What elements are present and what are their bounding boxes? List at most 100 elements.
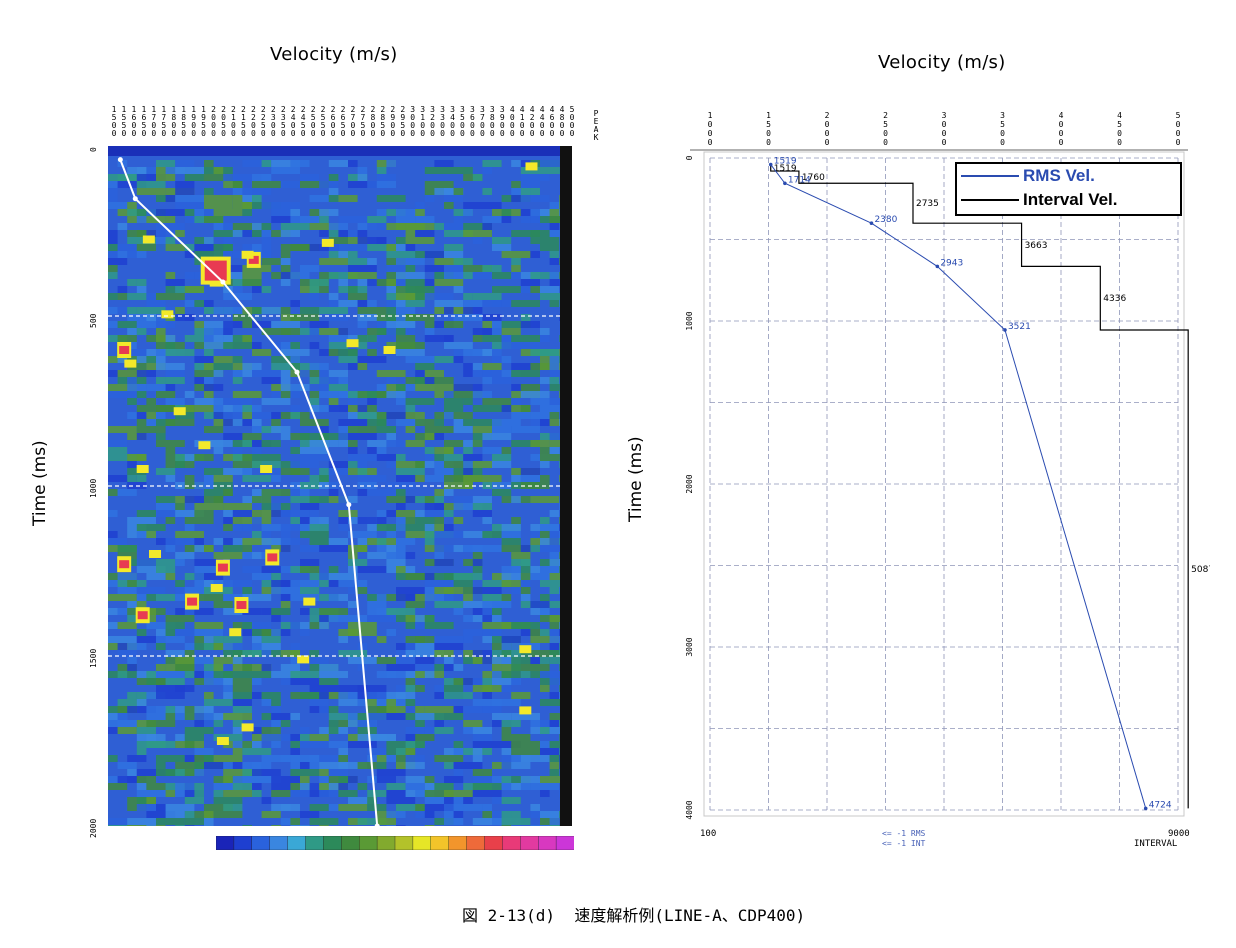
semblance-cell — [175, 825, 195, 826]
semblance-cell — [319, 181, 339, 188]
semblance-cell — [434, 356, 454, 363]
semblance-cell — [463, 265, 492, 272]
semblance-cell — [242, 370, 252, 377]
left-y-tick-label: 1500 — [89, 648, 98, 668]
semblance-cell — [511, 692, 531, 699]
semblance-cell — [165, 272, 176, 279]
semblance-cell — [415, 419, 435, 426]
semblance-cell — [223, 433, 243, 440]
semblance-cell — [328, 615, 348, 622]
semblance-cell — [328, 272, 358, 279]
semblance-cell — [396, 216, 416, 223]
semblance-cell — [549, 251, 560, 258]
semblance-cell — [396, 454, 406, 461]
semblance-cell — [204, 545, 214, 552]
semblance-cell — [204, 342, 233, 349]
semblance-cell — [549, 279, 560, 286]
semblance-cell — [300, 622, 310, 629]
semblance-cell — [444, 447, 454, 454]
semblance-cell — [213, 307, 224, 314]
semblance-cell — [405, 783, 425, 790]
semblance-cell — [232, 447, 243, 454]
semblance-cell — [405, 678, 416, 685]
semblance-cell — [444, 195, 464, 202]
semblance-cell — [511, 258, 521, 265]
semblance-cell — [520, 468, 540, 475]
semblance-cell — [165, 573, 176, 580]
semblance-cell — [156, 762, 166, 769]
semblance-cell — [146, 797, 156, 804]
semblance-cell — [280, 531, 291, 538]
semblance-cell — [175, 608, 195, 615]
semblance-cell — [492, 657, 521, 664]
semblance-cell — [136, 391, 147, 398]
semblance-cell — [136, 279, 147, 286]
semblance-cell — [434, 664, 444, 671]
semblance-cell — [386, 412, 416, 419]
semblance-cell — [453, 545, 464, 552]
semblance-cell — [328, 188, 339, 195]
semblance-cell — [338, 580, 368, 587]
semblance-cell — [520, 384, 540, 391]
semblance-cell — [232, 377, 243, 384]
semblance-cell — [108, 356, 128, 363]
semblance-cell — [444, 657, 454, 664]
right-top-tick-label: 0 — [825, 129, 830, 138]
semblance-cell — [223, 538, 243, 545]
semblance-cell — [501, 524, 521, 531]
right-y-tick-label: 1000 — [685, 311, 694, 330]
semblance-hotspot — [241, 723, 254, 732]
semblance-cell — [280, 664, 300, 671]
semblance-cell — [444, 251, 464, 258]
semblance-cell — [415, 615, 425, 622]
semblance-cell — [300, 762, 310, 769]
semblance-cell — [501, 538, 521, 545]
semblance-cell — [136, 419, 147, 426]
semblance-cell — [396, 209, 425, 216]
semblance-cell — [328, 384, 348, 391]
semblance-cell — [405, 244, 416, 251]
semblance-cell — [242, 594, 272, 601]
semblance-cell — [482, 398, 512, 405]
semblance-cell — [453, 762, 483, 769]
semblance-hotspot — [321, 238, 334, 247]
semblance-cell — [280, 349, 310, 356]
semblance-cell — [319, 433, 348, 440]
semblance-cell — [367, 713, 396, 720]
semblance-cell — [184, 769, 204, 776]
semblance-cell — [223, 174, 252, 181]
semblance-cell — [386, 825, 396, 826]
semblance-cell — [396, 300, 406, 307]
rms-velocity-label: 2380 — [874, 215, 897, 225]
semblance-cell — [117, 573, 137, 580]
semblance-cell — [530, 286, 540, 293]
semblance-cell — [184, 783, 195, 790]
semblance-cell — [184, 671, 195, 678]
semblance-cell — [434, 433, 444, 440]
semblance-cell — [396, 587, 425, 594]
semblance-cell — [108, 825, 137, 826]
semblance-cell — [194, 748, 214, 755]
semblance-cell — [204, 804, 233, 811]
semblance-cell — [396, 664, 416, 671]
semblance-cell — [194, 356, 214, 363]
semblance-cell — [376, 818, 396, 825]
right-y-axis-label: Time (ms) — [626, 436, 646, 522]
semblance-cell — [540, 517, 550, 524]
semblance-cell — [223, 321, 243, 328]
semblance-cell — [300, 727, 310, 734]
semblance-cell — [165, 615, 195, 622]
semblance-cell — [184, 174, 204, 181]
semblance-cell — [300, 629, 310, 636]
semblance-cell — [492, 202, 502, 209]
semblance-cell — [501, 594, 512, 601]
semblance-cell — [108, 195, 118, 202]
semblance-cell — [117, 174, 147, 181]
right-top-tick-label: 4 — [1059, 111, 1064, 120]
semblance-cell — [463, 601, 492, 608]
semblance-cell — [242, 524, 252, 531]
semblance-hotspot — [198, 441, 211, 450]
semblance-cell — [328, 713, 358, 720]
